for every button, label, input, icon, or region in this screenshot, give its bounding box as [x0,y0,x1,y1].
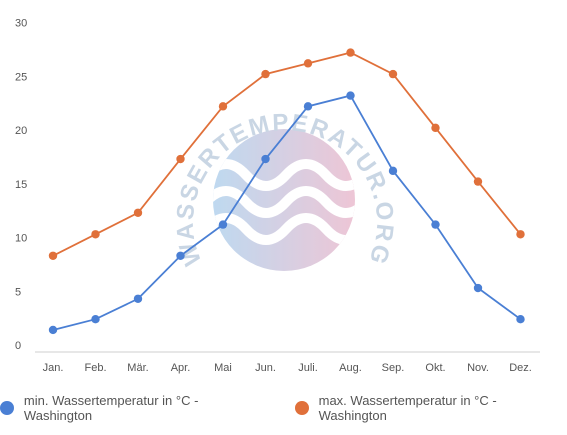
y-tick-label: 25 [15,71,27,83]
data-point-max [346,48,355,57]
data-point-min [473,283,483,293]
legend-label-min: min. Wassertemperatur in °C - Washington [23,393,199,423]
y-tick-label: 15 [15,179,27,191]
data-point-min [261,154,270,164]
x-tick-label: Sep. [382,362,405,374]
y-axis: 0 5 10 15 20 25 30 [15,18,27,353]
legend-item-max[interactable]: max. Wassertemperatur in °C - Washington [294,393,567,423]
data-point-min [431,220,440,229]
data-point-max [431,123,440,133]
x-axis: Jan. Feb. Mär. Apr. Mai Jun. Juli. Aug. Sep. Okt.… [43,362,532,374]
y-tick-label: 0 [15,340,21,352]
data-point-min [218,220,228,229]
data-point-max [516,230,525,239]
data-point-min [516,315,525,324]
data-point-max [388,69,398,79]
data-point-min [176,251,185,260]
data-point-max [91,230,100,239]
watermark-logo: WASSERTEMPERATUR.ORG [172,109,396,271]
line-chart: WASSERTEMPERATUR.ORG 0 5 10 15 20 25 30 Jan. Fe… [15,18,540,374]
data-point-max [133,208,143,217]
legend: min. Wassertemperatur in °C - Washington… [0,393,567,423]
x-tick-label: Feb. [84,362,106,374]
data-point-min [133,294,143,303]
data-point-max [473,177,483,186]
data-point-min [388,166,398,176]
x-tick-label: Jan. [43,362,64,374]
x-tick-label: Juli. [298,362,318,374]
y-tick-label: 5 [15,286,21,298]
data-point-min [48,325,58,335]
data-point-max [303,59,313,68]
x-tick-label: Jun. [255,362,276,374]
y-tick-label: 10 [15,233,27,245]
data-point-min [346,91,355,100]
x-tick-label: Nov. [467,362,489,374]
x-tick-label: Aug. [339,362,362,374]
legend-item-min[interactable]: min. Wassertemperatur in °C - Washington [0,393,269,423]
legend-label-max: max. Wassertemperatur in °C - Washington [318,393,497,423]
legend-marker-max [294,401,309,415]
series-line-max [52,51,522,257]
data-point-max [218,102,228,111]
data-point-max [48,251,58,260]
series-line-min [52,94,522,331]
x-tick-label: Apr. [171,362,191,374]
legend-marker-min [0,401,14,415]
data-point-min [91,315,100,324]
data-point-max [261,69,270,79]
data-point-max [176,154,185,164]
x-tick-label: Okt. [425,362,445,374]
series-group [48,48,525,335]
x-tick-label: Dez. [509,362,532,374]
y-tick-label: 30 [15,18,27,30]
x-tick-label: Mai [214,362,232,374]
data-point-min [303,102,313,111]
y-tick-label: 20 [15,125,27,137]
x-tick-label: Mär. [127,362,148,374]
